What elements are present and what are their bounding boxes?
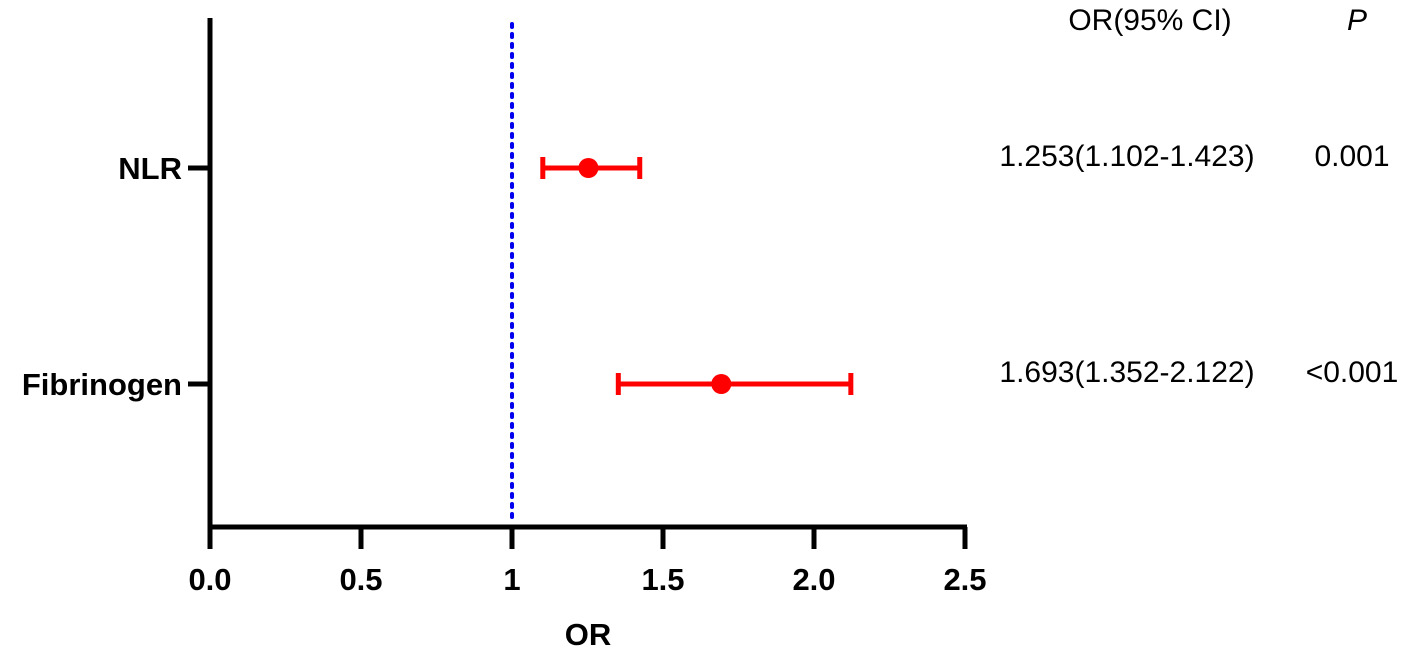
forest-row: Fibrinogen 1.693(1.352-2.122) <0.001: [22, 356, 1398, 402]
x-tick-label: 0.0: [188, 562, 231, 597]
x-tick-label: 2.0: [792, 562, 835, 597]
x-tick-label: 2.5: [943, 562, 986, 597]
or-ci-header: OR(95% CI): [1068, 4, 1231, 37]
or-ci-value: 1.253(1.102-1.423): [999, 140, 1254, 173]
p-value: 0.001: [1314, 140, 1389, 173]
row-label: Fibrinogen: [22, 367, 182, 402]
x-axis-title: OR: [565, 617, 612, 652]
p-value: <0.001: [1306, 356, 1399, 389]
or-point: [578, 158, 599, 178]
x-tick-label: 1.5: [641, 562, 684, 597]
forest-rows: NLR 1.253(1.102-1.423) 0.001 Fibrinogen 1.69…: [22, 140, 1398, 402]
x-tick-label: 0.5: [339, 562, 382, 597]
forest-row: NLR 1.253(1.102-1.423) 0.001: [118, 140, 1389, 186]
row-label: NLR: [118, 151, 182, 186]
x-axis-ticks: 0.0 0.5 1 1.5 2.0 2.5: [188, 527, 987, 597]
p-value-header: P: [1347, 4, 1367, 37]
or-ci-value: 1.693(1.352-2.122): [999, 356, 1254, 389]
x-tick-label: 1: [503, 562, 520, 597]
or-point: [711, 374, 732, 394]
